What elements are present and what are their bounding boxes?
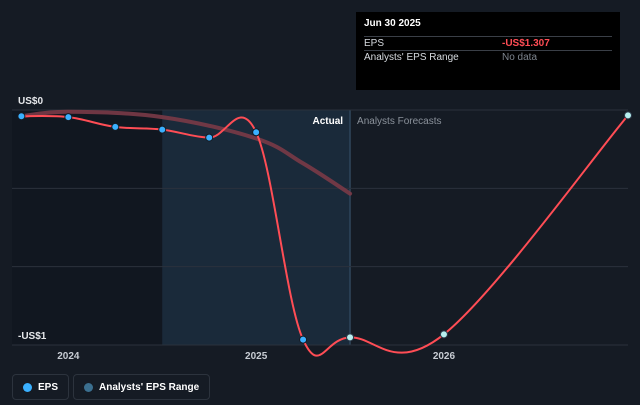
eps-point-8	[439, 330, 448, 339]
tooltip-range-label: Analysts' EPS Range	[364, 52, 459, 63]
past-region-shade	[12, 110, 163, 345]
eps-point-6	[299, 335, 308, 344]
eps-point-0	[17, 112, 26, 121]
tooltip-eps-label: EPS	[364, 38, 385, 49]
forecast-region-label: Analysts Forecasts	[357, 116, 441, 127]
eps-legend-dot-icon	[19, 382, 32, 392]
y-label-bottom: -US$1	[18, 331, 47, 342]
range-legend-dot-icon	[84, 382, 94, 392]
eps-point-3	[158, 125, 167, 134]
x-tick-2025: 2025	[245, 351, 268, 362]
tooltip-row-range: Analysts' EPS Range No data	[364, 50, 612, 64]
eps-point-9	[624, 111, 632, 120]
legend-item-eps[interactable]: EPS	[12, 374, 70, 400]
legend-eps-label: EPS	[38, 381, 59, 393]
actual-region-label: Actual	[312, 116, 343, 127]
x-tick-2024: 2024	[57, 351, 80, 362]
eps-point-2	[111, 122, 120, 131]
tooltip-eps-value: -US$1.307	[502, 38, 550, 49]
tooltip-range-value: No data	[502, 52, 538, 63]
tooltip-row-eps: EPS -US$1.307	[364, 36, 612, 50]
legend-range-label: Analysts' EPS Range	[99, 381, 200, 393]
x-tick-2026: 2026	[433, 351, 456, 362]
eps-point-1	[64, 113, 73, 122]
eps-range-line	[19, 109, 353, 196]
y-label-top: US$0	[18, 96, 43, 107]
tooltip-date: Jun 30 2025	[364, 18, 421, 29]
eps-point-5	[252, 128, 261, 137]
eps-point-4	[205, 133, 214, 142]
chart-legend: EPS Analysts' EPS Range	[12, 374, 211, 400]
hover-tooltip: Jun 30 2025 EPS -US$1.307 Analysts' EPS …	[356, 12, 620, 90]
eps-point-7	[346, 333, 355, 342]
actual-region-shade	[162, 110, 351, 345]
legend-item-eps-range[interactable]: Analysts' EPS Range	[73, 374, 211, 400]
